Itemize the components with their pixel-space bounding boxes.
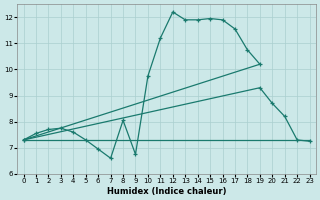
- X-axis label: Humidex (Indice chaleur): Humidex (Indice chaleur): [107, 187, 226, 196]
